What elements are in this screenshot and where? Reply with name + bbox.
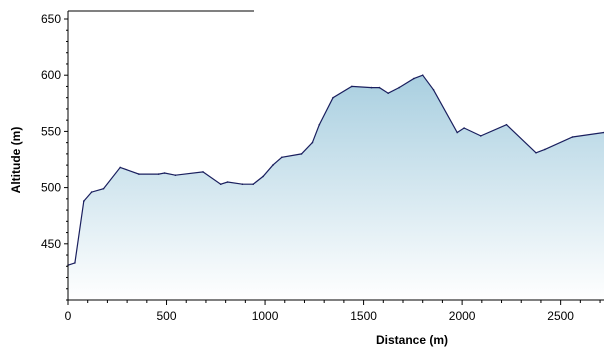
x-tick-label-1000: 1000 bbox=[252, 309, 279, 323]
y-tick-label-600: 600 bbox=[41, 68, 61, 82]
altitude-point-26 bbox=[398, 86, 400, 89]
x-tick-label-2000: 2000 bbox=[449, 309, 476, 323]
plot-area bbox=[67, 74, 604, 300]
altitude-area-fill bbox=[68, 75, 604, 300]
y-tick-label-650: 650 bbox=[41, 12, 61, 26]
altitude-point-31 bbox=[463, 127, 465, 129]
altitude-point-25 bbox=[387, 92, 390, 94]
y-axis-title: Altitude (m) bbox=[9, 127, 23, 194]
altitude-point-14 bbox=[252, 183, 254, 185]
altitude-point-12 bbox=[226, 181, 229, 183]
altitude-point-17 bbox=[281, 156, 283, 159]
altitude-point-21 bbox=[332, 96, 334, 99]
altitude-point-7 bbox=[157, 173, 160, 175]
altitude-point-32 bbox=[480, 135, 482, 137]
altitude-point-10 bbox=[202, 171, 204, 173]
altitude-point-4 bbox=[102, 187, 105, 190]
altitude-point-9 bbox=[174, 174, 177, 176]
altitude-point-11 bbox=[219, 183, 222, 185]
altitude-point-29 bbox=[432, 89, 435, 91]
altitude-point-20 bbox=[318, 123, 321, 126]
y-tick-label-550: 550 bbox=[41, 124, 61, 138]
altitude-point-3 bbox=[90, 191, 93, 193]
x-tick-label-1500: 1500 bbox=[350, 309, 377, 323]
y-tick-label-450: 450 bbox=[41, 237, 61, 251]
altitude-point-30 bbox=[456, 131, 459, 134]
altitude-point-19 bbox=[311, 141, 314, 144]
altitude-point-8 bbox=[163, 172, 166, 174]
x-tick-label-0: 0 bbox=[65, 309, 72, 323]
x-tick-label-2500: 2500 bbox=[547, 309, 574, 323]
altitude-point-33 bbox=[505, 123, 508, 126]
x-axis-title: Distance (m) bbox=[376, 333, 448, 347]
altitude-point-1 bbox=[74, 262, 76, 264]
altitude-point-5 bbox=[119, 166, 121, 169]
altitude-point-6 bbox=[138, 173, 140, 175]
axes: 450 500 550 600 650 0 500 1000 1500 2000 2500 bbox=[41, 11, 604, 323]
altitude-point-15 bbox=[262, 175, 264, 178]
altitude-point-16 bbox=[272, 164, 274, 166]
altitude-point-28 bbox=[421, 74, 424, 76]
altitude-point-22 bbox=[351, 85, 353, 88]
altitude-point-13 bbox=[241, 183, 244, 185]
altitude-line bbox=[67, 74, 604, 266]
altitude-point-35 bbox=[544, 148, 546, 151]
altitude-point-34 bbox=[535, 152, 537, 154]
altitude-point-24 bbox=[378, 86, 381, 89]
x-tick-label-500: 500 bbox=[157, 309, 177, 323]
altitude-point-36 bbox=[571, 136, 574, 138]
y-tick-label-500: 500 bbox=[41, 181, 61, 195]
altitude-point-27 bbox=[413, 77, 415, 80]
altitude-point-18 bbox=[300, 153, 303, 155]
altitude-point-2 bbox=[83, 200, 85, 202]
altitude-point-23 bbox=[370, 86, 373, 89]
